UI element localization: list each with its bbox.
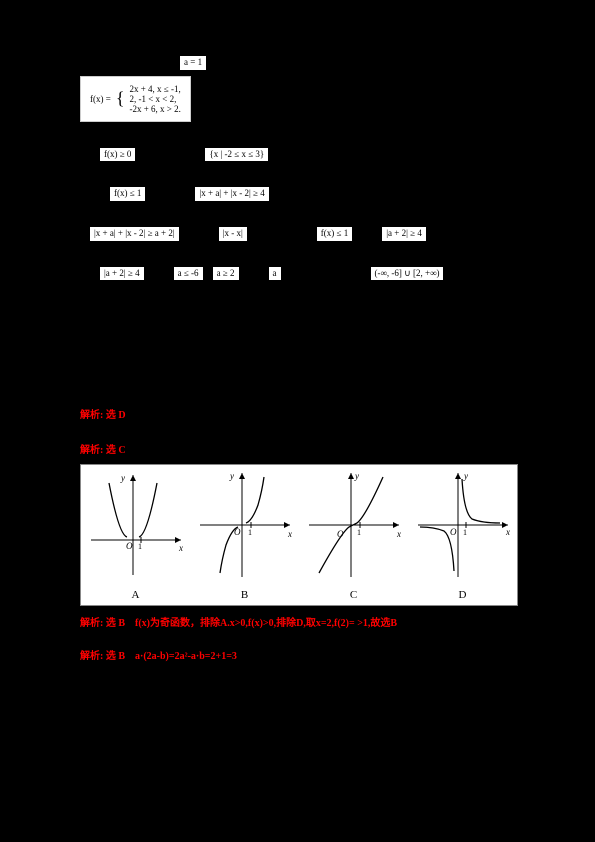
row3-box2: |x - x| — [219, 227, 247, 241]
row3-box3: f(x) ≤ 1 — [317, 227, 352, 241]
answer-4: 解析: 选 B a·(2a-b)=2a²-a·b=2+1=3 — [80, 647, 535, 662]
svg-text:x: x — [178, 543, 183, 553]
svg-text:x: x — [396, 529, 401, 539]
row1-box1: f(x) ≥ 0 — [100, 148, 135, 162]
answer-1: 解析: 选 D — [80, 406, 535, 421]
row4-box3: a ≥ 2 — [213, 267, 239, 281]
row2-box2: |x + a| + |x - 2| ≥ 4 — [195, 187, 268, 201]
svg-text:1: 1 — [138, 542, 142, 551]
svg-text:1: 1 — [463, 528, 467, 537]
answer-3: 解析: 选 B f(x)为奇函数，排除A.x>0,f(x)>0,排除D,取x=2… — [80, 614, 535, 629]
graph-label-a: A — [81, 589, 190, 605]
piecewise-lhs: f(x) = — [89, 83, 112, 115]
piecewise-row-0: 2x + 4, x ≤ -1, — [129, 84, 180, 94]
graph-label-b: B — [190, 589, 299, 605]
svg-text:y: y — [463, 471, 468, 481]
svg-text:y: y — [354, 471, 359, 481]
svg-text:y: y — [120, 473, 125, 483]
svg-text:x: x — [287, 529, 292, 539]
svg-text:O: O — [450, 527, 457, 537]
row3-box1: |x + a| + |x - 2| ≥ a + 2| — [90, 227, 179, 241]
piecewise-definition: f(x) = { 2x + 4, x ≤ -1, 2, -1 < x < 2, … — [80, 76, 191, 122]
eq-top: a = 1 — [180, 56, 206, 70]
row4-box4: a — [269, 267, 281, 281]
graph-b: O 1 x y — [190, 465, 299, 605]
piecewise-row-1: 2, -1 < x < 2, — [129, 94, 180, 104]
graph-label-c: C — [299, 589, 408, 605]
graph-label-d: D — [408, 589, 517, 605]
graph-a: O 1 x y — [81, 465, 190, 605]
svg-text:x: x — [505, 527, 510, 537]
piecewise-row-2: -2x + 6, x > 2. — [129, 104, 180, 114]
answer-2: 解析: 选 C — [80, 441, 535, 456]
graph-d: O 1 x y — [408, 465, 517, 605]
svg-text:1: 1 — [248, 528, 252, 537]
graph-panel: O 1 x y O 1 x y — [80, 464, 518, 606]
row4-box1: |a + 2| ≥ 4 — [100, 267, 144, 281]
svg-text:1: 1 — [357, 528, 361, 537]
svg-text:O: O — [126, 541, 133, 551]
row4-box5: (-∞, -6] ∪ [2, +∞) — [371, 267, 444, 281]
row3-box4: |a + 2| ≥ 4 — [382, 227, 426, 241]
row2-box1: f(x) ≤ 1 — [110, 187, 145, 201]
row1-box2: {x | -2 ≤ x ≤ 3} — [205, 148, 268, 162]
svg-text:y: y — [229, 471, 234, 481]
row4-box2: a ≤ -6 — [174, 267, 203, 281]
graph-c: O 1 x y — [299, 465, 408, 605]
